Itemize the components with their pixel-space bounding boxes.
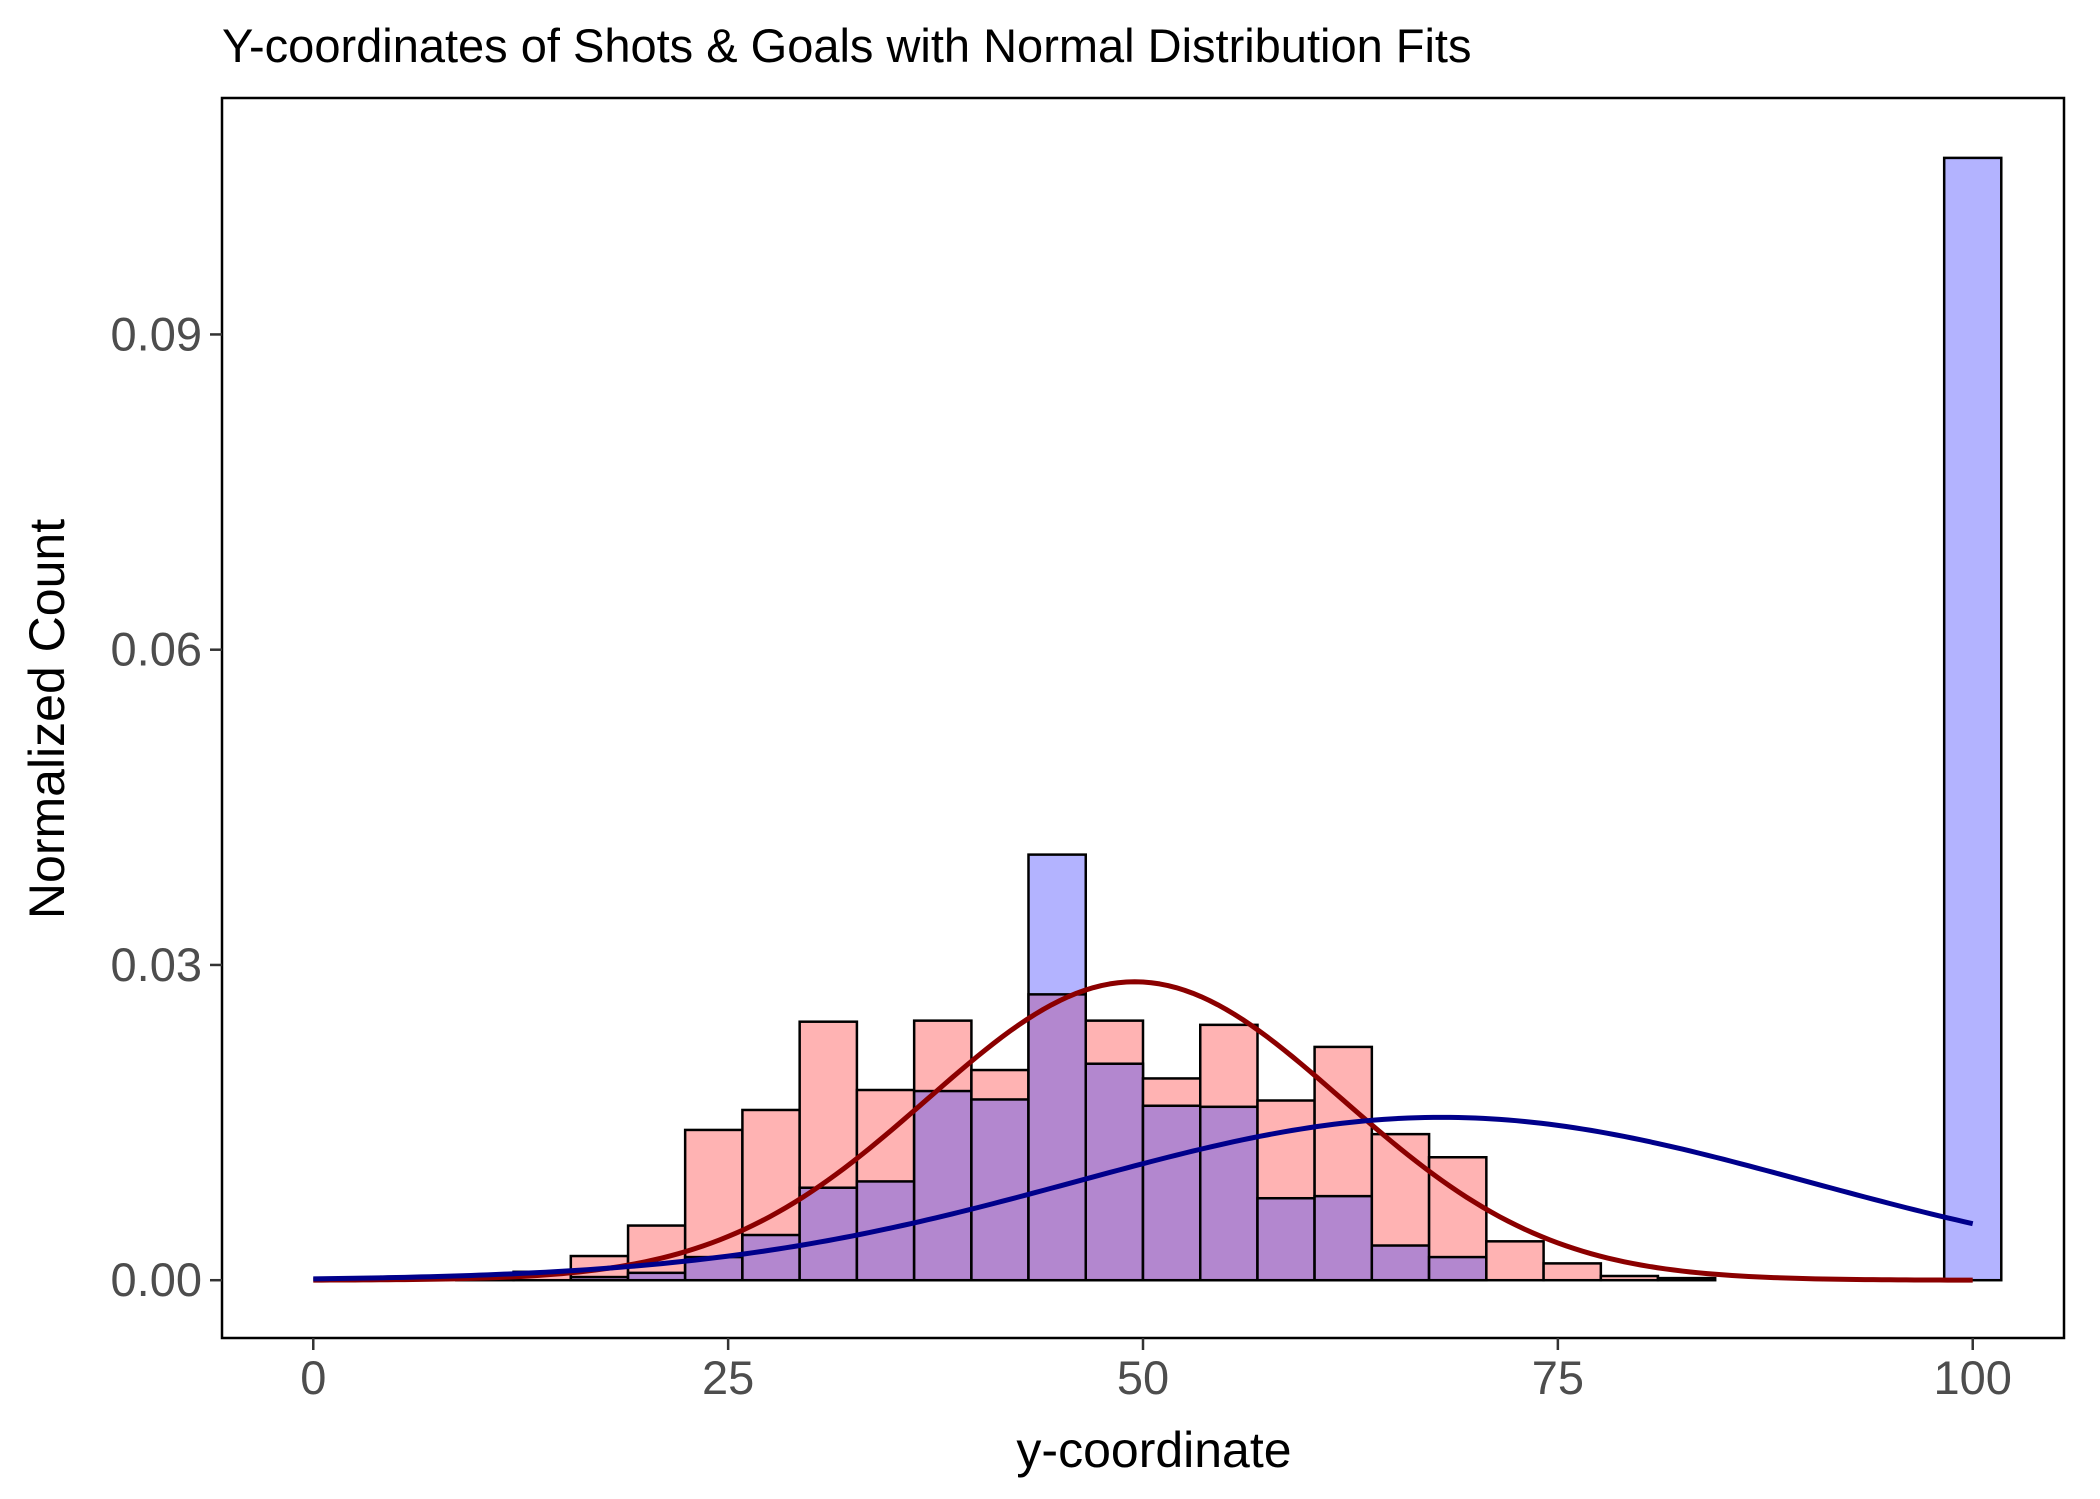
normal-fit-curve — [313, 1114, 1974, 1282]
histogram-bar-overlap — [1256, 1196, 1316, 1282]
y-tick-label: 0.00 — [111, 1253, 202, 1306]
histogram-bar-overlap — [1027, 993, 1087, 1282]
histogram-bar-overlap — [1313, 1194, 1374, 1282]
histogram-bar — [1485, 1240, 1545, 1282]
histogram-bar-overlap — [1199, 1105, 1259, 1282]
y-axis-title: Normalized Count — [19, 519, 75, 919]
fit-curves-layer — [313, 979, 1974, 1283]
histogram-bar-overlap — [798, 1186, 859, 1282]
histogram-bar — [1942, 156, 2003, 1282]
histogram-bar-overlap — [626, 1271, 687, 1282]
y-axis: 0.00 0.03 0.06 0.09 — [111, 307, 222, 1306]
y-tick-label: 0.06 — [111, 623, 202, 676]
bars-layer — [455, 156, 2003, 1282]
x-axis-title: y-coordinate — [1016, 1422, 1291, 1478]
x-tick-label: 100 — [1934, 1351, 2012, 1404]
histogram-bar-overlap — [970, 1098, 1030, 1282]
y-tick-label: 0.03 — [111, 938, 202, 991]
x-tick-label: 75 — [1532, 1351, 1584, 1404]
chart-title: Y-coordinates of Shots & Goals with Norm… — [222, 19, 1472, 72]
x-tick-label: 0 — [300, 1351, 326, 1404]
x-tick-label: 25 — [702, 1351, 754, 1404]
x-tick-label: 50 — [1117, 1351, 1169, 1404]
histogram-bar-overlap — [1141, 1104, 1202, 1282]
histogram-bar-overlap — [1427, 1255, 1488, 1282]
histogram-bar-overlap — [912, 1089, 973, 1282]
x-axis: 0 25 50 75 100 — [300, 1338, 2012, 1404]
y-tick-label: 0.09 — [111, 307, 202, 360]
histogram-bar-overlap — [569, 1275, 630, 1282]
histogram-bar — [1599, 1274, 1660, 1282]
histogram-bar-overlap — [1370, 1244, 1431, 1282]
histogram-bar-overlap — [741, 1233, 801, 1282]
histogram-bar — [1542, 1262, 1603, 1282]
histogram-bar — [1656, 1276, 1717, 1282]
